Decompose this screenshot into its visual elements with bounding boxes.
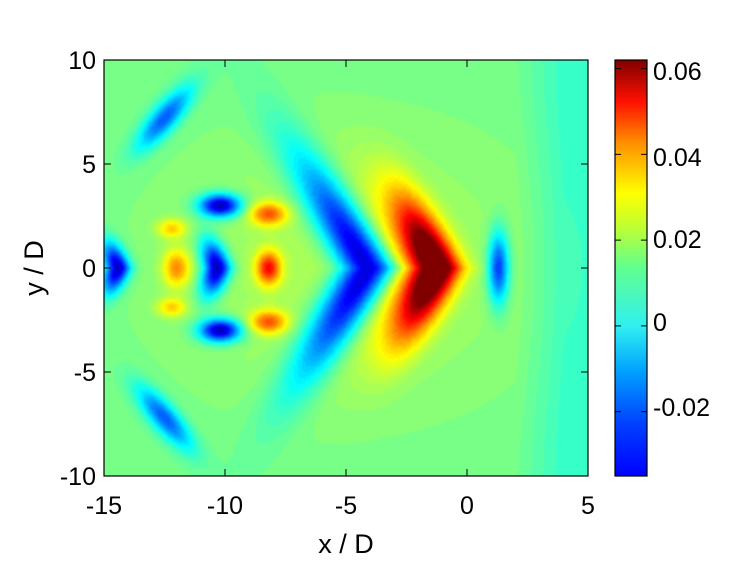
y-tick-label: -5 [74,359,96,387]
x-tick-marks [103,60,589,476]
colorbar-tick-label: 0.04 [653,144,702,172]
x-axis-label: x / D [318,529,374,559]
x-tick-label: 5 [581,492,595,520]
y-tick-label: 5 [82,151,96,179]
colorbar-tick-label: -0.02 [653,394,710,422]
colorbar-tick-label: 0.06 [653,58,702,86]
y-tick-label: 0 [82,255,96,283]
colorbar-tick-marks [615,68,647,413]
plot-area [103,59,589,477]
x-tick-label: -10 [207,492,243,520]
colorbar-tick-label: 0 [653,309,667,337]
colorbar-frame [614,59,648,477]
x-tick-label: -5 [335,492,357,520]
y-tick-label: -10 [60,463,96,491]
x-tick-label: -15 [86,492,122,520]
y-tick-marks [104,59,588,477]
heatmap-field [104,60,588,476]
colorbar [614,59,648,477]
y-tick-label: 10 [68,47,96,75]
x-tick-label: 0 [460,492,474,520]
colorbar-tick-label: 0.02 [653,226,702,254]
colorbar-gradient [615,60,647,476]
y-axis-label: y / D [19,240,49,296]
